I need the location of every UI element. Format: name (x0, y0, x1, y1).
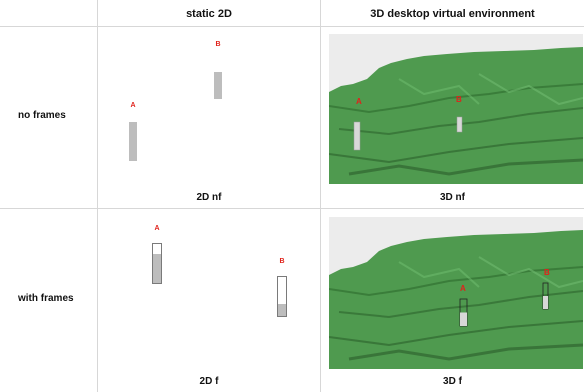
marker-label-a: A (154, 225, 160, 232)
divider-header (0, 26, 584, 27)
column-header-3d-virtual: 3D desktop virtual environment (370, 8, 535, 20)
marker-label-a: A (130, 102, 136, 109)
framed-bar-a (152, 243, 162, 284)
framed-bar-a-fill (153, 253, 161, 283)
terrain-3d-nf: A B (329, 34, 583, 184)
marker-bar-a (353, 121, 361, 151)
marker-label-b: B (544, 268, 550, 277)
marker-label-b: B (456, 95, 462, 104)
marker-label-b: B (279, 258, 285, 265)
divider-static-virtual (320, 0, 321, 392)
row-label-with-frames: with frames (18, 293, 74, 304)
caption-3d-nf: 3D nf (440, 192, 465, 203)
framed-bar-b-fill (278, 304, 286, 316)
caption-3d-f: 3D f (443, 376, 462, 387)
marker-label-a: A (460, 284, 466, 293)
marker-label-b: B (215, 41, 221, 48)
panel-3d-nf: A B (329, 34, 583, 184)
column-header-static-2d: static 2D (186, 8, 232, 20)
marker-label-a: A (356, 97, 362, 106)
terrain-3d-f: A B (329, 217, 583, 369)
divider-label-column (97, 0, 98, 392)
framed-bar-a-fill (460, 312, 467, 326)
row-label-no-frames: no frames (18, 110, 66, 121)
framed-bar-b (277, 276, 287, 317)
divider-rows (0, 208, 584, 209)
marker-bar-a (129, 122, 137, 161)
panel-3d-f: A B (329, 217, 583, 369)
caption-2d-nf: 2D nf (196, 192, 222, 203)
marker-bar-b (214, 72, 222, 99)
marker-bar-b (456, 116, 463, 133)
framed-bar-b-fill (543, 296, 548, 309)
caption-2d-f: 2D f (199, 376, 219, 387)
